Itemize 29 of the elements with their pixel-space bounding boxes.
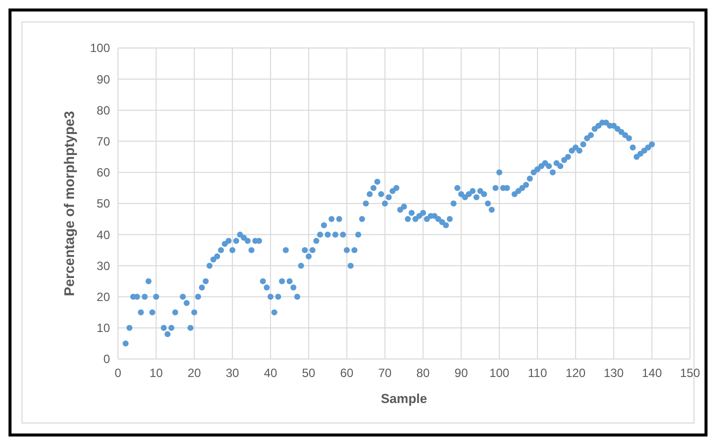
x-axis-title: Sample — [380, 391, 428, 406]
x-tick-label: 10 — [149, 366, 164, 380]
x-tick-label: 120 — [566, 366, 586, 380]
x-tick-label: 150 — [680, 366, 700, 380]
y-tick-label: 30 — [96, 258, 110, 273]
x-tick-label: 30 — [226, 366, 240, 380]
x-tick-label: 90 — [454, 366, 468, 380]
y-tick-label: 20 — [96, 290, 110, 304]
x-tick-label: 70 — [378, 366, 392, 380]
y-axis-title: Percentage of morphptype3 — [61, 110, 77, 296]
y-tick-label: 10 — [96, 321, 110, 336]
x-tick-label: 80 — [416, 366, 430, 380]
y-tick-label: 90 — [96, 72, 110, 86]
x-tick-label: 60 — [340, 366, 354, 380]
x-tick-label: 110 — [528, 366, 548, 380]
x-tick-label: 50 — [302, 366, 316, 380]
x-tick-label: 20 — [188, 366, 202, 380]
y-tick-label: 40 — [96, 228, 110, 242]
y-tick-label: 60 — [96, 166, 110, 180]
x-tick-label: 140 — [642, 366, 662, 380]
x-tick-label: 130 — [604, 366, 624, 380]
x-tick-label: 0 — [114, 366, 122, 380]
y-tick-label: 50 — [96, 196, 110, 211]
y-tick-label: 70 — [96, 134, 110, 148]
y-tick-label: 100 — [90, 41, 110, 56]
y-tick-label: 80 — [96, 103, 110, 118]
y-tick-label: 0 — [103, 352, 110, 366]
x-tick-label: 100 — [489, 366, 510, 380]
x-tick-label: 40 — [264, 366, 278, 380]
